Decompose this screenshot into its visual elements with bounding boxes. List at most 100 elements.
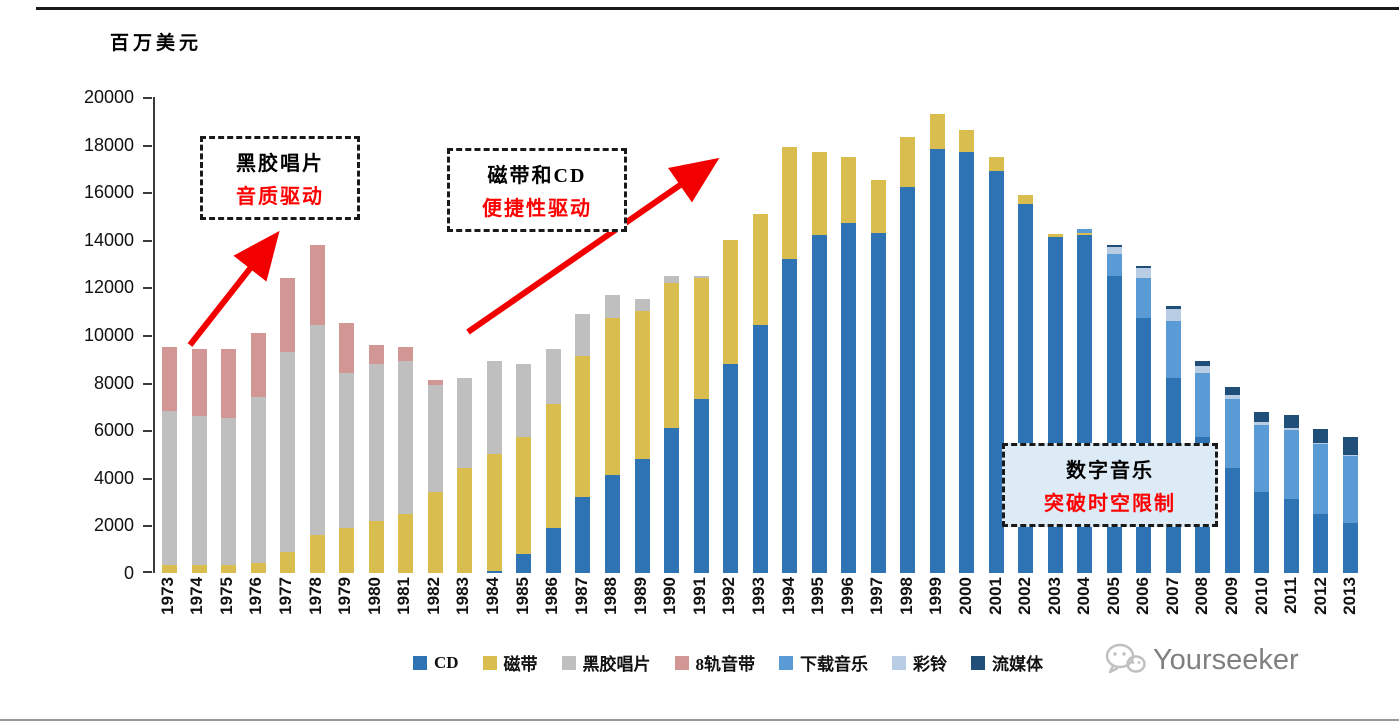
x-label-cell: 2003: [1040, 577, 1070, 633]
bar-segment-CD: [486, 570, 502, 573]
annotation-vinyl: 黑胶唱片 音质驱动: [200, 136, 360, 220]
x-label-cell: 1985: [508, 577, 538, 633]
bar-segment-CD: [1224, 468, 1240, 573]
bar-segment-下载音乐: [1224, 399, 1240, 469]
x-label-cell: 1974: [183, 577, 213, 633]
x-tick-label: 1981: [394, 577, 414, 615]
annotation-digital-title: 数字音乐: [1066, 460, 1154, 482]
bar-column-1986: [539, 97, 569, 573]
bar-segment-磁带: [457, 468, 473, 573]
y-tick-label: 6000: [93, 420, 134, 441]
y-tick-label: 12000: [83, 277, 134, 298]
bar-segment-CD: [664, 427, 680, 573]
x-label-cell: 1991: [685, 577, 715, 633]
x-label-cell: 1998: [892, 577, 922, 633]
x-label-cell: 1973: [153, 577, 183, 633]
bar-segment-流媒体: [1254, 412, 1270, 422]
annotation-cassette-cd-title: 磁带和CD: [487, 165, 587, 187]
stacked-bar: [368, 97, 384, 573]
bar-segment-黑胶唱片: [604, 294, 620, 319]
x-label-cell: 2005: [1099, 577, 1129, 633]
bar-column-1983: [450, 97, 480, 573]
y-tick-label: 14000: [83, 229, 134, 250]
x-label-cell: 2013: [1336, 577, 1366, 633]
legend-label: 彩铃: [913, 655, 948, 674]
x-label-cell: 1989: [626, 577, 656, 633]
legend-item-8轨音带: 8轨音带: [674, 650, 755, 675]
bar-column-2011: [1277, 97, 1307, 573]
x-label-cell: 2010: [1247, 577, 1277, 633]
stacked-bar: [545, 97, 561, 573]
y-tick-mark: [143, 335, 152, 337]
y-tick-label: 10000: [83, 325, 134, 345]
y-axis-unit-label: 百万美元: [110, 33, 203, 54]
bar-column-1974: [185, 97, 215, 573]
stacked-bar: [723, 97, 739, 573]
legend-swatch: [412, 655, 427, 670]
wechat-icon: [1105, 643, 1146, 674]
stacked-bar: [811, 97, 827, 573]
y-tick-mark: [143, 192, 152, 195]
y-tick-label: 0: [123, 563, 134, 583]
bar-column-1994: [775, 97, 805, 573]
bottom-divider: [0, 719, 1399, 721]
stacked-bar: [782, 97, 798, 573]
x-label-cell: 1996: [833, 577, 863, 633]
x-tick-label: 1992: [719, 577, 739, 615]
stacked-bar: [900, 97, 916, 573]
bar-segment-8轨音带: [191, 349, 207, 416]
bar-segment-黑胶唱片: [486, 361, 502, 455]
bar-segment-黑胶唱片: [634, 299, 650, 312]
bar-segment-彩铃: [1224, 394, 1240, 400]
legend-label: CD: [433, 652, 459, 672]
x-tick-label: 1983: [453, 577, 473, 615]
x-tick-label: 1979: [335, 577, 355, 615]
bar-column-1978: [303, 97, 333, 573]
stacked-bar: [191, 97, 207, 573]
bar-segment-8轨音带: [427, 380, 443, 385]
stacked-bar: [752, 97, 768, 573]
bar-segment-磁带: [634, 311, 650, 459]
bar-segment-磁带: [929, 113, 945, 150]
y-tick-label: 4000: [93, 467, 134, 488]
bar-column-2001: [981, 97, 1011, 573]
bar-segment-CD: [841, 223, 857, 573]
watermark-text: Yourseeker: [1153, 643, 1299, 676]
bar-column-2010: [1247, 97, 1277, 573]
bar-segment-CD: [693, 399, 709, 573]
legend-swatch: [779, 655, 794, 670]
x-label-cell: 1993: [744, 577, 774, 633]
bar-segment-磁带: [604, 318, 620, 476]
bar-segment-CD: [900, 187, 916, 573]
y-tick-label: 20000: [83, 87, 134, 107]
x-tick-label: 1975: [216, 577, 236, 615]
stacked-bar: [1254, 97, 1270, 573]
y-tick-mark: [143, 239, 152, 242]
bar-segment-下载音乐: [1077, 229, 1093, 233]
bar-segment-CD: [545, 527, 561, 573]
bar-segment-黑胶唱片: [250, 396, 266, 564]
x-label-cell: 1982: [419, 577, 449, 633]
y-tick-mark: [143, 477, 152, 480]
y-tick-label: 16000: [83, 182, 134, 203]
bar-column-1990: [657, 97, 687, 573]
legend: CD 磁带 黑胶唱片 8轨音带 下载音乐 彩铃 流媒体: [153, 650, 1303, 675]
bar-segment-磁带: [516, 437, 532, 554]
bar-column-2013: [1336, 97, 1366, 573]
x-tick-label: 2011: [1281, 577, 1301, 614]
bar-column-1993: [745, 97, 775, 573]
bar-segment-彩铃: [1313, 443, 1329, 445]
x-label-cell: 2001: [981, 577, 1011, 633]
x-tick-label: 1993: [749, 577, 769, 615]
annotation-digital-subtitle: 突破时空限制: [1044, 493, 1176, 515]
x-tick-label: 2010: [1251, 577, 1271, 615]
bar-segment-磁带: [250, 563, 266, 573]
bar-segment-黑胶唱片: [191, 415, 207, 565]
bar-segment-CD: [959, 151, 975, 573]
x-label-cell: 1995: [803, 577, 833, 633]
bar-segment-下载音乐: [1136, 277, 1152, 319]
bar-segment-磁带: [486, 454, 502, 571]
bar-segment-磁带: [575, 356, 591, 497]
x-tick-label: 1982: [423, 577, 443, 615]
legend-item-彩铃: 彩铃: [892, 650, 947, 675]
